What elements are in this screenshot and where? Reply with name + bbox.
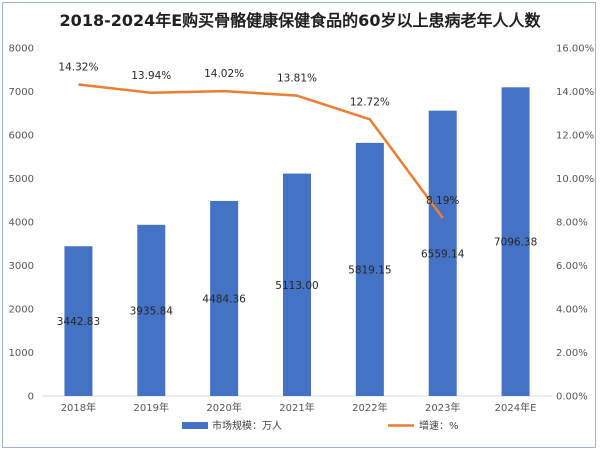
x-tick-label: 2019年 <box>134 401 169 414</box>
y-left-tick-label: 7000 <box>9 87 34 98</box>
line-data-label: 12.72% <box>350 96 390 108</box>
y-right-tick-label: 12.00% <box>556 131 594 142</box>
bar-data-label: 5819.15 <box>348 264 391 276</box>
bar <box>355 142 384 396</box>
y-left-tick-label: 8000 <box>9 44 34 55</box>
y-right-tick-label: 2.00% <box>556 348 588 359</box>
bar <box>428 110 457 397</box>
line-data-label: 8.19% <box>426 195 459 207</box>
line-data-label: 13.81% <box>277 73 317 85</box>
bar <box>64 246 93 396</box>
y-left-tick-label: 4000 <box>9 218 34 229</box>
line-data-label: 14.02% <box>204 68 244 80</box>
legend-line-label: 增速：% <box>419 419 459 432</box>
bar <box>283 173 311 396</box>
x-tick-label: 2022年 <box>352 401 387 414</box>
y-right-tick-label: 4.00% <box>556 305 588 316</box>
growth-line <box>78 83 444 219</box>
y-left-tick-label: 2000 <box>9 305 34 316</box>
y-right-tick-label: 16.00% <box>556 44 594 55</box>
line-data-label: 13.94% <box>131 70 171 82</box>
bar <box>137 224 166 396</box>
axes-layer: 0 1000 2000 3000 4000 5000 6000 7000 8000 0.00% 2.… <box>9 44 595 415</box>
x-tick-label: 2020年 <box>206 401 241 414</box>
y-left-tick-label: 1000 <box>9 348 34 359</box>
x-tick-label: 2023年 <box>425 401 460 414</box>
y-right-tick-label: 14.00% <box>556 87 594 98</box>
y-right-tick-label: 10.00% <box>556 174 594 185</box>
bar-data-label: 5113.00 <box>275 280 318 292</box>
bars-layer <box>64 87 530 397</box>
bar <box>210 200 239 396</box>
y-left-tick-label: 3000 <box>9 261 34 272</box>
y-right-tick-label: 0.00% <box>556 392 588 403</box>
bar-data-label: 7096.38 <box>494 237 537 249</box>
x-tick-label: 2021年 <box>279 401 314 414</box>
bar-data-label: 3442.83 <box>57 316 100 328</box>
y-right-tick-label: 6.00% <box>556 261 588 272</box>
bar-data-label: 4484.36 <box>202 293 246 305</box>
y-left-tick-label: 5000 <box>9 174 34 185</box>
line-data-label: 14.32% <box>58 62 98 74</box>
legend-bar-label: 市场规模：万人 <box>212 419 282 432</box>
bar-data-label: 3935.84 <box>130 305 174 317</box>
x-tick-label: 2018年 <box>61 401 96 414</box>
y-left-tick-label: 0 <box>28 392 34 403</box>
y-left-tick-label: 6000 <box>9 131 34 142</box>
legend: 市场规模：万人 增速：% <box>182 419 459 432</box>
bar-data-label: 6559.14 <box>421 248 465 260</box>
labels-layer: 3442.83 3935.84 4484.36 5113.00 5819.15 6559.… <box>57 62 538 329</box>
y-right-tick-label: 8.00% <box>556 218 588 229</box>
x-tick-label: 2024年E <box>495 401 537 414</box>
chart-title: 2018-2024年E购买骨骼健康保健食品的60岁以上患病老年人人数 <box>60 11 542 30</box>
line-layer <box>78 83 444 219</box>
legend-bar-swatch <box>182 422 208 429</box>
bar <box>501 87 530 397</box>
